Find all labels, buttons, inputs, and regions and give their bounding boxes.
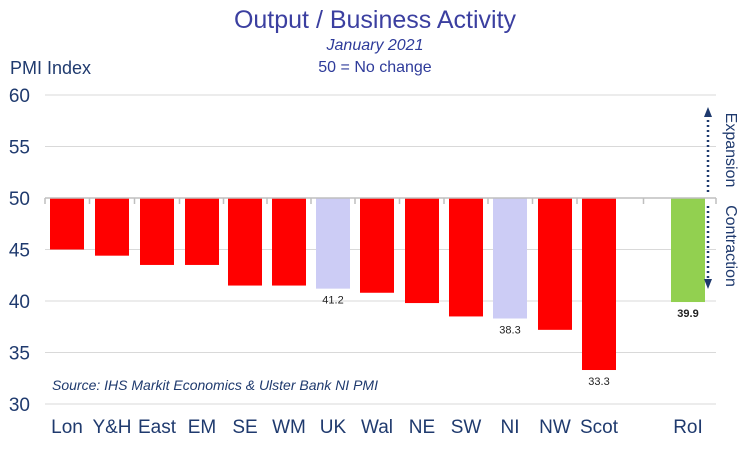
y-tick-55: 55 [9,138,30,159]
category-label-Wal: Wal [361,417,393,438]
bar-East [140,198,174,265]
chart-subtitle: January 2021 [326,37,424,54]
y-axis-label: PMI Index [10,58,92,78]
bar-UK [316,198,350,289]
bar-SW [449,198,483,317]
category-label-WM: WM [272,417,306,438]
category-label-NE: NE [409,417,435,438]
category-label-Scot: Scot [580,417,619,438]
bar-WM [272,198,306,286]
category-label-Y&H: Y&H [92,417,131,438]
category-label-NI: NI [501,417,520,438]
y-tick-40: 40 [9,292,30,313]
expansion-arrow-head [704,107,712,117]
category-label-Lon: Lon [51,417,83,438]
data-label-RoI: 39.9 [677,308,698,320]
bar-Scot [582,198,616,371]
bar-Y&H [95,198,129,256]
category-label-SW: SW [451,417,482,438]
bar-NI [493,198,527,319]
category-label-EM: EM [188,417,217,438]
category-label-UK: UK [320,417,347,438]
y-tick-45: 45 [9,241,30,262]
bar-NE [405,198,439,304]
y-tick-35: 35 [9,344,30,365]
bar-SE [228,198,262,286]
source-note: Source: IHS Markit Economics & Ulster Ba… [52,377,378,393]
chart-title: Output / Business Activity [233,6,517,34]
bar-RoI [671,198,705,303]
baseline-note: 50 = No change [318,59,432,76]
contraction-arrow-head [704,279,712,289]
y-tick-60: 60 [9,86,30,107]
category-label-SE: SE [232,417,257,438]
y-tick-30: 30 [9,395,30,416]
category-label-East: East [138,417,177,438]
category-label-RoI: RoI [673,417,703,438]
expansion-label: Expansion [722,113,739,188]
bar-NW [538,198,572,330]
y-tick-50: 50 [9,189,30,210]
data-label-Scot: 33.3 [588,376,609,388]
bar-EM [185,198,219,265]
category-label-NW: NW [539,417,571,438]
bar-Lon [50,198,84,250]
contraction-label: Contraction [722,205,739,287]
data-label-UK: 41.2 [322,295,343,307]
bar-Wal [360,198,394,293]
data-label-NI: 38.3 [499,325,520,337]
